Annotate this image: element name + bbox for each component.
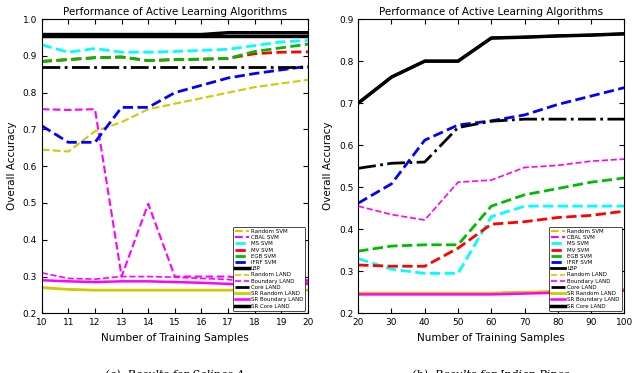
X-axis label: Number of Training Samples: Number of Training Samples <box>417 333 565 343</box>
Title: Performance of Active Learning Algorithms: Performance of Active Learning Algorithm… <box>380 7 604 17</box>
Legend: Random SVM, CBAL SVM, MS SVM, MV SVM, EGB SVM, IFRF SVM, LBP, Random LAND, Bound: Random SVM, CBAL SVM, MS SVM, MV SVM, EG… <box>233 227 305 311</box>
X-axis label: Number of Training Samples: Number of Training Samples <box>101 333 249 343</box>
Text: (a)  Results for Salinas A: (a) Results for Salinas A <box>105 369 244 373</box>
Text: (b)  Results for Indian Pines: (b) Results for Indian Pines <box>413 369 570 373</box>
Y-axis label: Overall Accuracy: Overall Accuracy <box>323 122 333 210</box>
Legend: Random SVM, CBAL SVM, MS SVM, MV SVM, EGB SVM, IFRF SVM, LBP, Random LAND, Bound: Random SVM, CBAL SVM, MS SVM, MV SVM, EG… <box>549 227 621 311</box>
Y-axis label: Overall Accuracy: Overall Accuracy <box>7 122 17 210</box>
Title: Performance of Active Learning Algorithms: Performance of Active Learning Algorithm… <box>63 7 287 17</box>
